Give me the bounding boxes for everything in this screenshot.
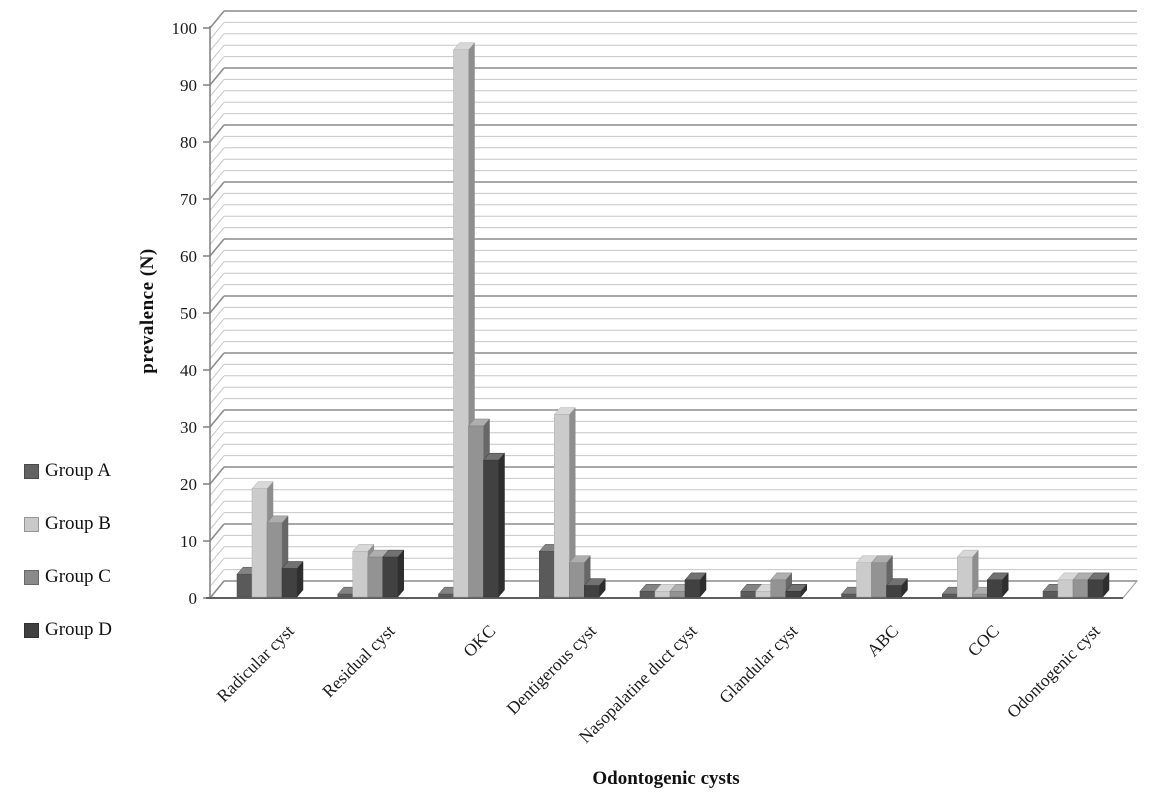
y-tick-label: 60 [180,247,197,266]
y-axis-title: prevalence (N) [137,248,158,374]
y-axis: 0 10 20 30 40 50 60 70 80 90 100 [172,19,211,608]
y-tick-label: 90 [180,76,197,95]
y-tick-label: 40 [180,361,197,380]
legend-item-group-c: Group C [24,566,112,588]
bar-cluster [236,481,304,598]
y-tick-label: 10 [180,532,197,551]
x-category-label: COC [963,621,1003,661]
y-tick-label: 70 [180,190,197,209]
bar [684,572,707,598]
legend-label-group-b: Group B [45,513,111,534]
x-category-label: ABC [863,621,903,661]
legend-item-group-b: Group B [24,513,112,535]
bar [956,549,979,598]
bar [482,452,506,598]
bar [266,515,289,598]
legend: Group A Group B Group C Group D [24,460,112,641]
legend-swatch-group-b [24,516,39,532]
bar [785,583,808,598]
legend-label-group-c: Group C [45,566,111,587]
y-tick-label: 20 [180,475,197,494]
legend-item-group-d: Group D [24,619,112,641]
bar [251,481,274,598]
bar [382,549,405,598]
bar [1087,572,1110,598]
gridlines [209,10,1137,599]
bar [553,406,576,598]
bar [281,560,304,598]
legend-label-group-d: Group D [45,619,113,640]
y-tick-label: 0 [189,589,198,608]
bar-cluster [639,572,707,598]
legend-swatch-group-d [24,622,39,638]
x-axis-title: Odontogenic cysts [592,768,740,789]
x-category-label: Glandular cyst [715,621,802,708]
legend-label-group-a: Group A [45,460,111,481]
bar-cluster [337,543,405,598]
x-category-label: OKC [459,621,499,661]
bar-cluster [538,406,606,598]
y-tick-label: 80 [180,133,197,152]
x-category-label: Radicular cyst [213,621,298,706]
x-category-labels: Radicular cyst Residual cyst OKC Dentigerou… [213,621,1104,747]
x-category-label: Odontogenic cyst [1003,621,1104,722]
bar-cluster [437,42,506,598]
x-category-label: Residual cyst [318,621,399,702]
bar-cluster [840,555,909,598]
bar-series [236,42,1110,598]
bar-cluster [740,572,808,598]
bar [583,577,606,598]
bar-cluster [1042,572,1110,598]
bar [986,572,1009,598]
legend-swatch-group-a [24,463,39,479]
x-category-label: Dentigerous cyst [502,621,600,719]
y-tick-label: 100 [172,19,198,38]
legend-item-group-a: Group A [24,460,112,482]
y-tick-label: 30 [180,418,197,437]
bar [885,577,909,598]
y-tick-label: 50 [180,304,197,323]
legend-swatch-group-c [24,569,39,585]
bar-cluster [941,549,1009,598]
